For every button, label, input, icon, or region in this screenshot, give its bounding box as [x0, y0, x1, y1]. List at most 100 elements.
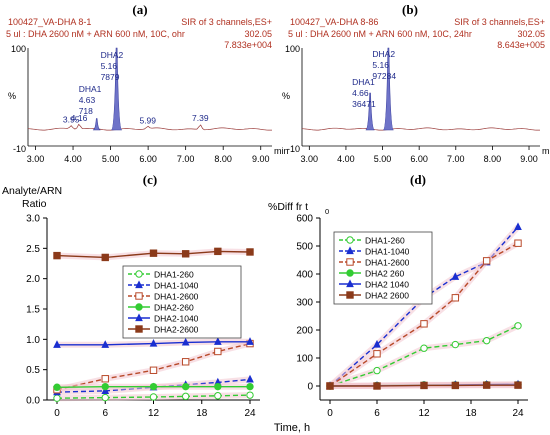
mass-label: 302.05	[244, 29, 272, 39]
series-line	[57, 341, 250, 346]
data-point	[149, 249, 158, 257]
data-point	[346, 279, 354, 288]
x-tick-label: 8.00	[484, 154, 502, 164]
y-axis-label: Analyte/ARN	[2, 185, 62, 197]
y-tick-label: 1.0	[26, 335, 40, 346]
y-percent-label: %	[8, 91, 16, 101]
peak-dha2	[111, 47, 123, 131]
peak-area-label: 97284	[372, 71, 396, 81]
x-tick-label: 5.00	[374, 154, 392, 164]
data-point	[135, 325, 143, 333]
peak-rt-label: 4.63	[79, 95, 96, 105]
data-point	[149, 382, 158, 391]
peak-name-label: DHA1	[79, 84, 102, 94]
x-axis-label: Time, h	[274, 422, 310, 434]
series-dha1-260	[53, 391, 254, 402]
data-point	[451, 272, 460, 280]
y-tick-label: 600	[296, 214, 313, 225]
x-unit-label: min	[542, 146, 550, 156]
series-dha2-2600	[53, 247, 254, 262]
y-top-label: 100	[11, 44, 26, 54]
legend-label: DHA2 2600	[365, 291, 409, 301]
data-point	[514, 222, 522, 231]
data-point	[373, 366, 381, 375]
x-tick-label: 18	[465, 408, 477, 419]
legend-label: DHA2-1040	[154, 314, 199, 324]
peak-rt-label: 5.16	[372, 60, 389, 70]
series-halo	[328, 240, 520, 389]
data-point	[181, 358, 190, 366]
x-tick-label: 18	[196, 408, 208, 419]
data-point	[420, 381, 428, 390]
data-point	[420, 320, 428, 328]
data-point	[420, 344, 428, 352]
data-point	[135, 270, 143, 278]
y-top-label: 100	[285, 44, 300, 54]
series-line	[330, 384, 518, 387]
data-point	[346, 246, 354, 255]
legend-label: DHA1-1040	[154, 281, 199, 291]
data-point	[246, 248, 254, 256]
conditions-label: 5 ul : DHA 2600 nM + ARN 600 nM, 10C, oh…	[6, 29, 185, 39]
x-tick-label: 4.00	[64, 154, 82, 164]
series-halo	[329, 323, 520, 389]
data-point	[346, 269, 354, 277]
minor-peak-label: 4.16	[71, 113, 88, 123]
data-point	[514, 239, 522, 247]
y-tick-label: 100	[296, 354, 313, 365]
data-point	[53, 383, 61, 391]
data-point	[482, 257, 491, 265]
data-point	[149, 338, 158, 347]
y-tick-label: 2.0	[26, 274, 40, 285]
legend-label: DHA2 1040	[365, 280, 409, 290]
x-tick-label: 3.00	[27, 154, 45, 164]
series-dha1-260	[326, 322, 522, 390]
minor-peak-label: 7.39	[192, 113, 209, 123]
intensity-label: 8.643e+005	[497, 40, 545, 50]
data-point	[246, 391, 254, 399]
series-line	[56, 250, 251, 259]
peak-name-label: DHA2	[372, 49, 395, 59]
data-point	[181, 382, 190, 391]
data-point	[213, 337, 222, 345]
data-point	[373, 339, 381, 348]
minor-peak-label: 3.95	[63, 115, 80, 125]
x-tick-label: 7.00	[177, 154, 195, 164]
data-point	[373, 350, 381, 358]
x-tick-label: 0	[54, 408, 60, 419]
legend-label: DHA1-1040	[365, 247, 410, 257]
sample-id: 100427_VA-DHA 8-86	[290, 17, 378, 27]
data-point	[514, 381, 522, 389]
data-point	[514, 322, 522, 330]
data-point	[101, 393, 109, 402]
y-axis-label-line2: Ratio	[22, 198, 47, 210]
data-point	[373, 382, 381, 390]
data-point	[214, 392, 222, 400]
x-tick-label: 9.00	[252, 154, 270, 164]
legend-label: DHA2-2600	[154, 325, 199, 335]
x-tick-label: 0	[327, 408, 333, 419]
data-point	[149, 393, 158, 401]
data-point	[346, 258, 354, 266]
peak-dha1	[92, 118, 101, 131]
data-point	[214, 382, 222, 391]
y-bottom-label: -10	[287, 144, 300, 154]
data-point	[482, 336, 491, 345]
x-tick-label: 6.00	[139, 154, 157, 164]
data-point	[326, 382, 334, 390]
peak-area-label: 7879	[101, 72, 120, 82]
data-point	[135, 292, 143, 300]
legend-label: DHA1-2600	[154, 292, 199, 302]
data-point	[246, 374, 254, 383]
series-dha2-2600	[326, 381, 522, 390]
data-point	[181, 392, 190, 401]
data-point	[214, 247, 222, 256]
data-point	[53, 394, 61, 402]
x-tick-label: 24	[244, 408, 256, 419]
conditions-label: 5 ul : DHA 2600 nM + ARN 600 nM, 10C, 24…	[288, 29, 472, 39]
y-bottom-label: -10	[13, 144, 26, 154]
data-point	[451, 340, 460, 349]
y-axis-label: %Diff fr t	[268, 201, 308, 213]
